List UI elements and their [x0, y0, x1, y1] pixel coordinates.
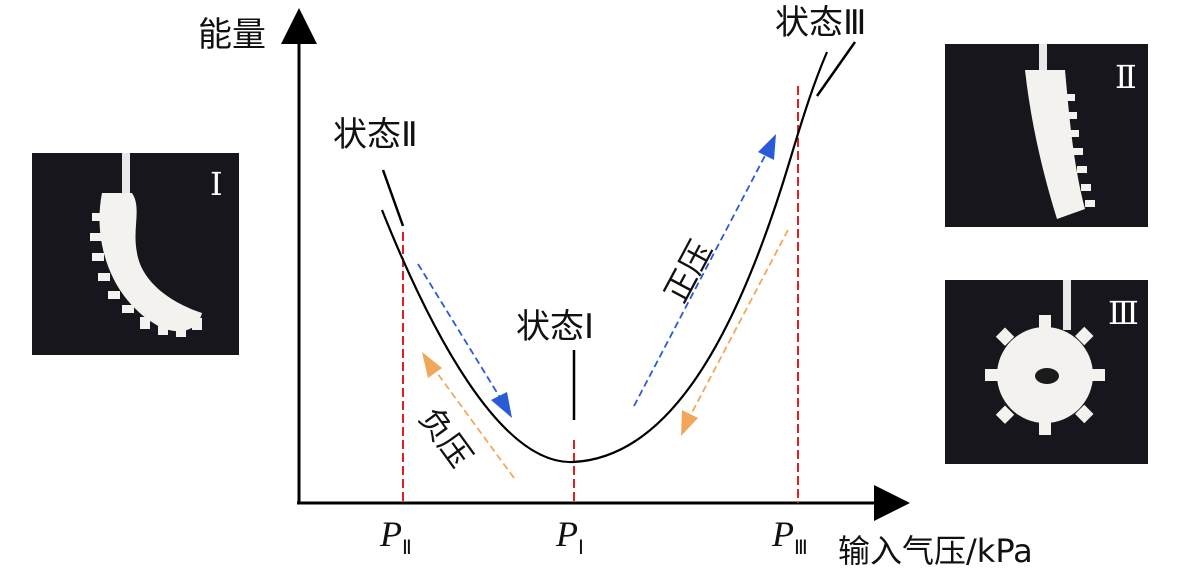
arrow-positive-up [633, 149, 769, 407]
leader-state-2 [381, 169, 405, 227]
negative-pressure-label: 负压 [412, 400, 480, 474]
tick-p3: PⅢ [771, 514, 808, 559]
bent-actuator-illustration [90, 153, 202, 337]
positive-pressure-label: 正压 [657, 234, 721, 308]
arrow-negative-up-head [422, 352, 442, 378]
state-1-label: 状态Ⅰ [516, 307, 594, 347]
state-3-label: 状态Ⅲ [775, 3, 866, 43]
arrow-load-down [417, 263, 505, 405]
tick-p1: PⅠ [555, 514, 584, 559]
x-axis-label: 输入气压/kPa [838, 532, 1033, 570]
photo-label-3: Ⅲ [1108, 294, 1139, 332]
photo-state-3: Ⅲ [945, 280, 1148, 464]
straight-actuator-illustration [1025, 44, 1095, 219]
state-2-label: 状态Ⅱ [333, 115, 418, 155]
photo-state-1: Ⅰ [32, 153, 239, 355]
arrow-negative-up [431, 365, 515, 479]
arrow-load-down-head [491, 392, 512, 418]
tick-p2: PⅡ [379, 514, 412, 559]
photo-state-2: Ⅱ [945, 44, 1148, 227]
arrow-return-down-head [681, 410, 698, 436]
photo-label-1: Ⅰ [210, 165, 223, 203]
photo-label-2: Ⅱ [1115, 58, 1137, 96]
coiled-actuator-illustration [985, 280, 1105, 435]
arrow-positive-up-head [758, 134, 776, 160]
energy-curve [380, 51, 829, 464]
leader-state-3 [815, 41, 857, 97]
y-axis-label: 能量 [198, 15, 266, 55]
arrow-return-down [687, 229, 789, 421]
